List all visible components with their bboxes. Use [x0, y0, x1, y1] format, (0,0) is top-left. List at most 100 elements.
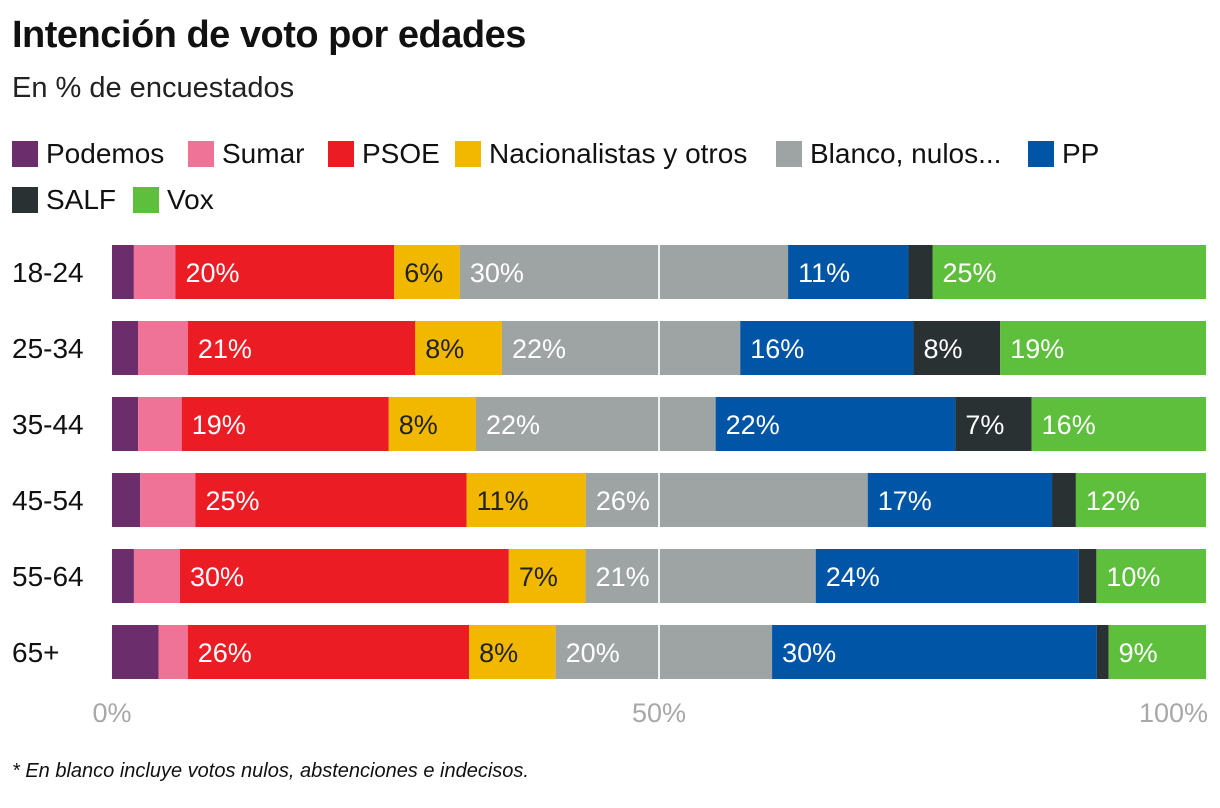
chart-subtitle: En % de encuestados [12, 72, 295, 104]
data-label-blanco-nulos-25-34: 22% [512, 334, 566, 364]
bar-sumar-45-54 [140, 473, 196, 527]
bar-pp-35-44 [715, 397, 956, 451]
legend-swatch-nacionalistas [455, 141, 481, 167]
bar-salf-18-24 [908, 245, 933, 299]
x-tick-label-100: 100% [1139, 698, 1208, 728]
bar-salf-55-64 [1078, 549, 1097, 603]
bar-nacionalistas-y-otros-45-54 [466, 473, 586, 527]
bar-vox-45-54 [1075, 473, 1206, 527]
bar-nacionalistas-y-otros-25-34 [415, 321, 502, 375]
data-label-psoe-25-34: 21% [198, 334, 252, 364]
bar-salf-25-34 [913, 321, 1001, 375]
data-label-nacionalistas-y-otros-65: 8% [479, 638, 518, 668]
bar-pp-45-54 [867, 473, 1053, 527]
data-label-blanco-nulos-65: 20% [566, 638, 620, 668]
data-label-psoe-18-24: 20% [185, 258, 239, 288]
data-label-nacionalistas-y-otros-35-44: 8% [399, 410, 438, 440]
legend-item-vox: Vox [133, 182, 214, 218]
bar-nacionalistas-y-otros-18-24 [394, 245, 460, 299]
bar-salf-35-44 [955, 397, 1032, 451]
legend-swatch-blanco [776, 141, 802, 167]
legend-swatch-vox [133, 187, 159, 213]
bar-psoe-25-34 [187, 321, 416, 375]
legend-label-podemos: Podemos [46, 138, 165, 169]
data-label-vox-35-44: 16% [1042, 410, 1096, 440]
data-label-psoe-45-54: 25% [205, 486, 259, 516]
data-label-blanco-nulos-35-44: 22% [486, 410, 540, 440]
data-label-vox-45-54: 12% [1086, 486, 1140, 516]
data-label-vox-65: 9% [1119, 638, 1158, 668]
chart-title: Intención de voto por edades [12, 14, 526, 56]
data-label-psoe-65: 26% [198, 638, 252, 668]
data-label-pp-35-44: 22% [726, 410, 780, 440]
bar-pp-65 [772, 625, 1097, 679]
legend-label-psoe: PSOE [362, 138, 440, 169]
data-label-pp-18-24: 11% [798, 258, 850, 288]
legend-item-podemos: Podemos [12, 136, 164, 172]
legend-swatch-podemos [12, 141, 38, 167]
bar-psoe-18-24 [175, 245, 395, 299]
data-label-vox-18-24: 25% [943, 258, 997, 288]
data-label-vox-25-34: 19% [1010, 334, 1064, 364]
bar-blanco-nulos-25-34 [501, 321, 741, 375]
data-label-pp-45-54: 17% [878, 486, 932, 516]
data-label-salf-35-44: 7% [965, 410, 1004, 440]
legend-label-pp: PP [1062, 138, 1100, 169]
data-label-pp-65: 30% [782, 638, 836, 668]
bar-psoe-65 [187, 625, 470, 679]
bar-salf-65 [1096, 625, 1109, 679]
chart-footnote: * En blanco incluye votos nulos, abstenc… [12, 760, 529, 782]
bar-psoe-35-44 [181, 397, 389, 451]
data-label-nacionalistas-y-otros-55-64: 7% [519, 562, 558, 592]
bar-salf-45-54 [1052, 473, 1076, 527]
data-label-nacionalistas-y-otros-25-34: 8% [425, 334, 464, 364]
data-label-vox-55-64: 10% [1106, 562, 1160, 592]
bar-vox-25-34 [1000, 321, 1206, 375]
legend-swatch-pp [1028, 141, 1054, 167]
bar-psoe-55-64 [179, 549, 509, 603]
bar-vox-35-44 [1031, 397, 1206, 451]
data-label-salf-25-34: 8% [924, 334, 963, 364]
data-label-pp-25-34: 16% [750, 334, 804, 364]
legend-item-nacionalistas: Nacionalistas y otros [455, 136, 747, 172]
bar-blanco-nulos-18-24 [459, 245, 789, 299]
bar-podemos-65 [112, 625, 159, 679]
bar-sumar-35-44 [138, 397, 182, 451]
x-tick-label-50: 50% [632, 698, 686, 728]
bar-vox-18-24 [932, 245, 1206, 299]
category-label-55-64: 55-64 [12, 561, 84, 592]
bar-blanco-nulos-65 [555, 625, 773, 679]
data-label-blanco-nulos-55-64: 21% [596, 562, 650, 592]
bar-psoe-45-54 [195, 473, 467, 527]
bar-nacionalistas-y-otros-55-64 [508, 549, 586, 603]
bar-pp-25-34 [740, 321, 914, 375]
data-label-psoe-35-44: 19% [192, 410, 246, 440]
legend-item-blanco: Blanco, nulos... [776, 136, 1001, 172]
bar-pp-18-24 [788, 245, 909, 299]
bar-vox-65 [1108, 625, 1206, 679]
legend-swatch-salf [12, 187, 38, 213]
data-label-nacionalistas-y-otros-45-54: 11% [477, 486, 529, 516]
bar-podemos-25-34 [112, 321, 138, 375]
bar-podemos-18-24 [112, 245, 134, 299]
category-label-18-24: 18-24 [12, 257, 84, 288]
legend-item-salf: SALF [12, 182, 116, 218]
data-label-blanco-nulos-45-54: 26% [596, 486, 650, 516]
stacked-bar-chart: 18-24 20% 6% 30% 11% 25% 25-34 21% 8% 22% 16% 8% 19%… [12, 243, 1208, 728]
data-label-nacionalistas-y-otros-18-24: 6% [404, 258, 443, 288]
bar-podemos-55-64 [112, 549, 134, 603]
legend-swatch-sumar [188, 141, 214, 167]
legend-label-salf: SALF [46, 184, 117, 215]
bar-sumar-25-34 [137, 321, 188, 375]
legend-label-blanco: Blanco, nulos... [810, 138, 1002, 169]
category-label-35-44: 35-44 [12, 409, 84, 440]
data-label-pp-55-64: 24% [826, 562, 880, 592]
bar-sumar-55-64 [133, 549, 180, 603]
bar-blanco-nulos-55-64 [585, 549, 816, 603]
category-label-25-34: 25-34 [12, 333, 84, 364]
bar-pp-55-64 [815, 549, 1079, 603]
bar-vox-55-64 [1096, 549, 1206, 603]
x-tick-label-0: 0% [92, 698, 131, 728]
legend-label-sumar: Sumar [222, 138, 305, 169]
